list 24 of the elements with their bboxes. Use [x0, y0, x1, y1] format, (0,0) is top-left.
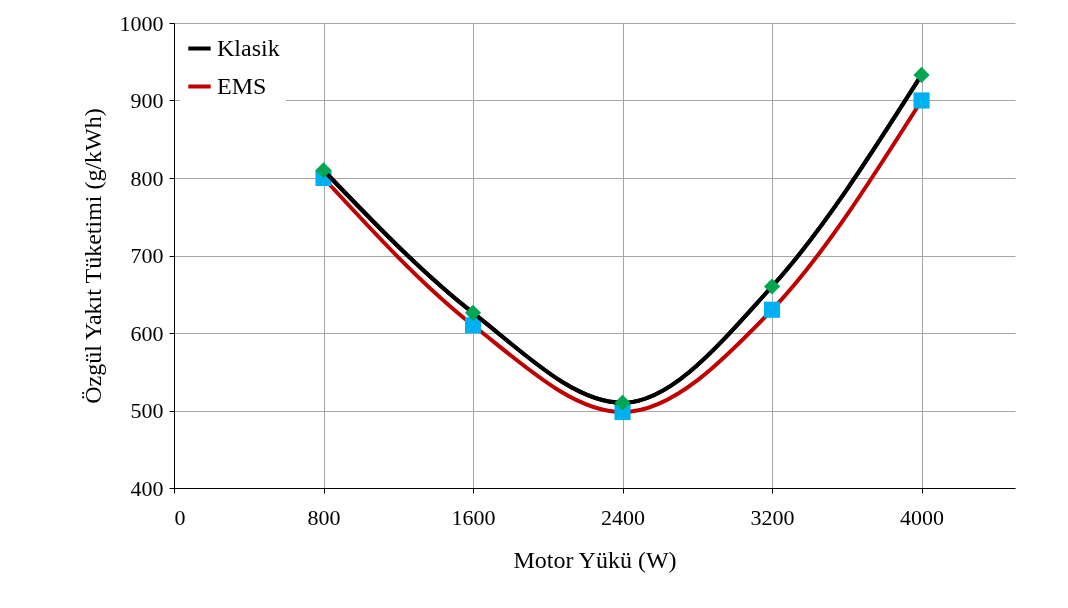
y-axis-title: Özgül Yakıt Tüketimi (g/kWh) [79, 108, 106, 404]
point [464, 304, 482, 321]
point [763, 278, 781, 295]
x-tick-label: 4000 [900, 504, 945, 530]
y-tick-label: 800 [130, 165, 164, 191]
point [315, 162, 332, 179]
y-tick-label: 400 [130, 475, 164, 501]
point [614, 394, 631, 411]
x-tick-label: 1600 [451, 504, 496, 530]
x-tick-label: 800 [307, 504, 341, 530]
x-tick-label: 3200 [750, 504, 795, 530]
point [763, 301, 781, 318]
point [913, 66, 930, 83]
x-tick-label: 2400 [601, 504, 646, 530]
y-tick-label: 1000 [119, 10, 164, 36]
point [913, 92, 930, 109]
legend-label: Klasik [217, 34, 280, 61]
y-tick-label: 700 [130, 243, 164, 268]
x-axis-title: Motor Yükü (W) [513, 546, 677, 573]
legend-label: EMS [217, 72, 267, 99]
x-tick-label: 0 [174, 504, 186, 530]
y-tick-label: 600 [130, 320, 164, 346]
y-tick-label: 500 [130, 398, 164, 423]
y-tick-label: 900 [130, 88, 164, 113]
